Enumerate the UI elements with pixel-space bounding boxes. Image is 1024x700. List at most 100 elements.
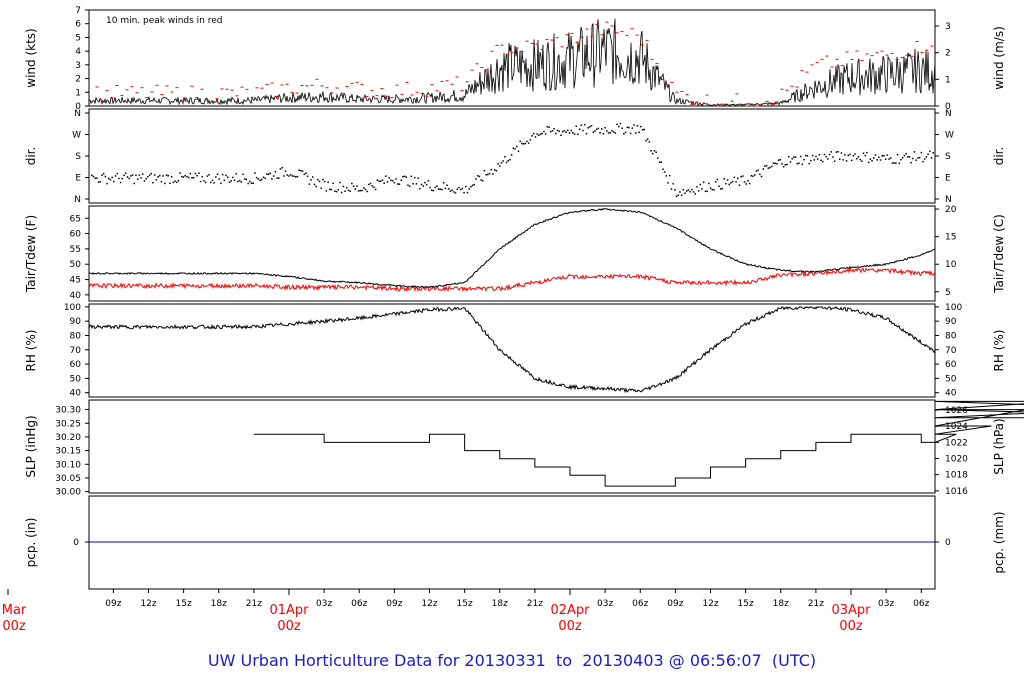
dir-point [293, 175, 295, 178]
y-tick-label: 40 [70, 291, 82, 301]
dir-point [386, 181, 389, 183]
dir-point [414, 176, 416, 179]
dir-point [400, 179, 402, 181]
dir-point [109, 178, 112, 181]
dir-point [881, 155, 883, 157]
dir-point [677, 194, 679, 197]
dir-point [125, 172, 127, 174]
dir-point [859, 158, 861, 161]
dir-point [354, 188, 356, 190]
dir-point [784, 164, 787, 166]
dir-point [376, 179, 379, 181]
dir-point [390, 179, 392, 182]
x-tick-label: 18z [211, 599, 227, 609]
dir-point [281, 166, 283, 169]
panel-frame [88, 303, 936, 398]
series-tdew [88, 266, 936, 293]
y2-tick-label: 2 [945, 49, 951, 59]
dir-point [289, 173, 292, 176]
dir-point [791, 157, 793, 160]
dir-point [339, 181, 341, 184]
dir-point [590, 125, 593, 127]
dir-point [142, 173, 144, 175]
dir-point [748, 182, 751, 185]
dir-point [483, 169, 486, 172]
dir-point [604, 126, 606, 129]
y2-tick-label: 15 [945, 233, 956, 243]
y-tick-label: 30.00 [55, 488, 81, 498]
dir-point [235, 173, 237, 175]
dir-point [776, 163, 778, 165]
dir-point [473, 183, 475, 186]
y2-tick-label: W [945, 131, 954, 141]
dir-point [606, 130, 608, 132]
dir-point [366, 190, 368, 193]
dir-point [521, 142, 523, 145]
dir-point [215, 176, 217, 178]
dir-point [249, 180, 251, 183]
series-rh [88, 306, 936, 394]
dir-point [845, 160, 848, 162]
y-tick-label: 30.25 [55, 419, 81, 429]
y-tick-label: 1 [75, 88, 81, 98]
x-tick-label: 21z [527, 599, 543, 609]
day-label-hour: 00z [2, 619, 26, 634]
dir-point [578, 128, 581, 131]
y2-axis-label: wind (m/s) [992, 26, 1006, 90]
x-tick-label: 03z [316, 599, 332, 609]
dir-point [196, 174, 198, 177]
dir-point [254, 172, 256, 174]
dir-point [619, 122, 622, 125]
dir-point [541, 132, 543, 135]
dir-point [417, 177, 419, 180]
dir-point [272, 175, 275, 177]
y-tick-label: 0 [73, 538, 79, 548]
dir-point [794, 156, 797, 158]
dir-point [305, 172, 307, 174]
dir-point [774, 162, 776, 165]
dir-point [767, 167, 770, 169]
dir-point [459, 188, 462, 191]
dir-point [509, 158, 511, 161]
y2-tick-label: 80 [945, 331, 957, 341]
dir-point [655, 151, 657, 153]
dir-point [320, 187, 322, 189]
dir-point [861, 160, 863, 162]
dir-point [735, 181, 737, 183]
dir-point [218, 178, 220, 180]
dir-point [725, 182, 727, 185]
x-tick-label: 09z [386, 599, 402, 609]
y-axis-label: wind (kts) [24, 28, 38, 87]
dir-point [597, 127, 600, 130]
dir-point [878, 156, 880, 159]
dir-point [738, 184, 741, 186]
dir-point [687, 189, 690, 191]
dir-point [580, 124, 583, 126]
dir-point [556, 129, 559, 132]
y-tick-label: 30.10 [55, 460, 81, 470]
dir-point [223, 179, 226, 182]
dir-point [788, 156, 790, 158]
dir-point [176, 181, 178, 184]
dir-point [187, 176, 190, 179]
dir-point [505, 161, 508, 164]
dir-point [565, 131, 567, 133]
dir-point [152, 181, 154, 184]
dir-point [849, 153, 851, 156]
dir-point [410, 175, 413, 178]
dir-point [172, 181, 175, 184]
dir-point [405, 176, 407, 178]
dir-point [436, 185, 438, 187]
dir-point [658, 161, 661, 164]
dir-point [907, 156, 909, 158]
y2-tick-label: 10 [945, 260, 957, 270]
dir-point [755, 170, 758, 172]
y-tick-label: 6 [75, 20, 81, 30]
dir-point [116, 172, 118, 175]
y2-tick-label: S [945, 152, 951, 162]
dir-point [629, 132, 632, 135]
dir-point [449, 190, 452, 192]
dir-point [458, 186, 460, 189]
dir-point [558, 130, 560, 133]
